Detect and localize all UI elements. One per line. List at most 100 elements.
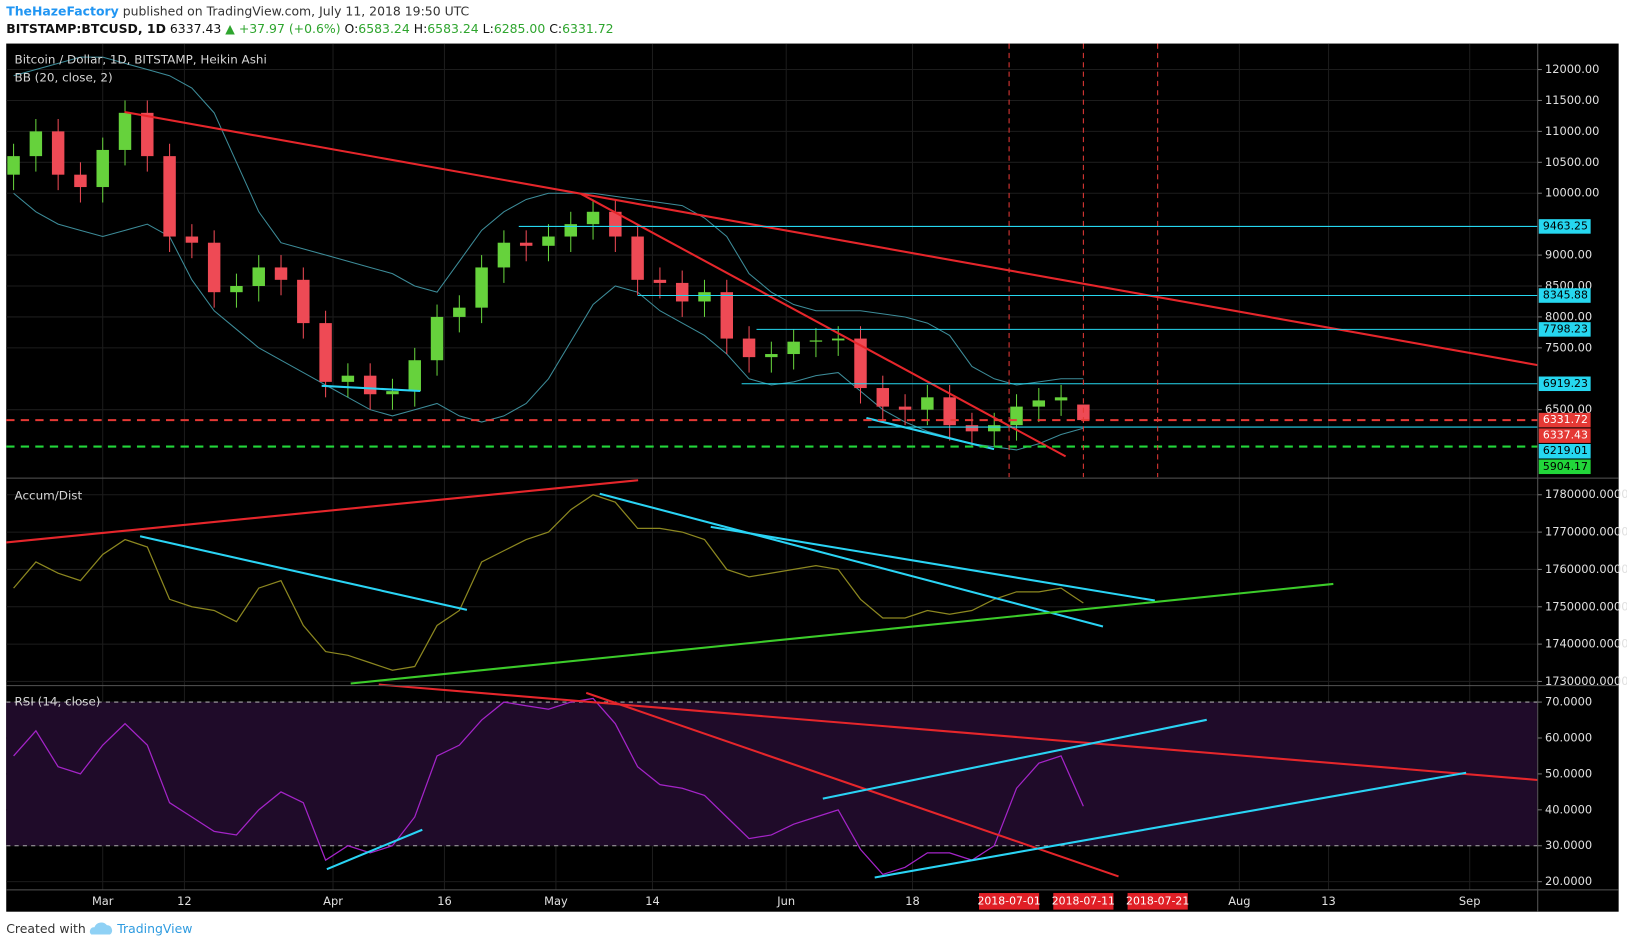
canvas: TheHazeFactory published on TradingView.… [6, 3, 1627, 936]
price-label-box [1538, 428, 1591, 443]
price-label: 6337.43 [1543, 429, 1588, 442]
y-tick-label: 20.0000 [1545, 874, 1592, 888]
logo[interactable] [89, 922, 113, 935]
candle-body [363, 375, 377, 395]
candle-body [1032, 400, 1046, 407]
x-tick-label: 12 [177, 894, 192, 908]
trend-lines [6, 110, 1538, 879]
candle-body [943, 397, 956, 426]
rsi-band [6, 702, 1538, 846]
x-tick-label: 16 [437, 894, 452, 908]
y-tick-label: 12000.00 [1545, 62, 1599, 76]
y-tick-label: 11000.00 [1545, 124, 1599, 138]
y-tick-label: 40.0000 [1545, 802, 1592, 816]
candle-body [408, 360, 421, 392]
candle-body [230, 286, 243, 293]
candle-body [386, 391, 399, 395]
pane-title: Bitcoin / Dollar, 1D, BITSTAMP, Heikin A… [15, 53, 267, 67]
candle-body [207, 242, 221, 293]
y-tick-label: 7500.00 [1545, 340, 1592, 354]
candle-body [631, 236, 644, 280]
trend-line [326, 828, 423, 871]
author[interactable]: TheHazeFactory [6, 3, 119, 18]
header-line-2: BITSTAMP:BTCUSD, 1D 6337.43 ▲ +37.97 (+0… [6, 21, 613, 36]
price-label: 6219.01 [1543, 444, 1588, 457]
y-tick-label: 10000.00 [1545, 186, 1599, 200]
y-tick-label: 60.0000 [1545, 730, 1592, 744]
symbol: BITSTAMP:BTCUSD, 1D [6, 21, 166, 36]
indicator-title: BB (20, close, 2) [15, 70, 113, 84]
candle-body [118, 112, 132, 150]
trend-line [139, 535, 468, 611]
y-tick-label: 1740000.0000 [1545, 637, 1627, 651]
ohlc-label: O: [345, 21, 359, 36]
candle-body [831, 338, 845, 341]
price-label: 6331.72 [1543, 413, 1588, 426]
y-tick-label: 10500.00 [1545, 155, 1599, 169]
ohlc-label: L: [483, 21, 494, 36]
candle-body [988, 425, 1001, 432]
trend-line [585, 691, 1119, 878]
published: published on TradingView.com, July 11, 2… [123, 3, 470, 18]
candle-body [720, 292, 734, 339]
price-label-box [1538, 412, 1591, 428]
x-tick-label: Mar [92, 894, 114, 908]
ohlc-value: 6285.00 [494, 21, 546, 36]
candle-body [430, 316, 444, 361]
y-tick-label: 11500.00 [1545, 93, 1599, 107]
candle-body [185, 236, 199, 243]
change: ▲ +37.97 (+0.6%) [225, 21, 340, 36]
candle-body [675, 282, 689, 302]
candle-body [1054, 397, 1068, 401]
trend-line [710, 525, 1156, 602]
trend-line [350, 582, 1334, 685]
candle-body [319, 323, 332, 382]
candle-body [7, 156, 20, 175]
footer-brand[interactable]: TradingView [116, 921, 192, 936]
x-tick-label: Apr [323, 894, 343, 908]
trend-line [866, 416, 995, 451]
y-tick-label: 50.0000 [1545, 766, 1592, 780]
price-label: 8345.88 [1543, 289, 1588, 302]
trend-line [321, 384, 421, 393]
candle-body [854, 338, 867, 389]
pane-title: Accum/Dist [15, 488, 83, 502]
ohlc-label: C: [549, 21, 562, 36]
ohlc-label: H: [414, 21, 428, 36]
x-tick-label: 14 [645, 894, 660, 908]
x-tick-label: Sep [1459, 894, 1481, 908]
candle-body [586, 211, 600, 225]
date-label-box [978, 893, 1040, 910]
y-tick-label: 70.0000 [1545, 695, 1592, 709]
price-label-box [1538, 322, 1591, 337]
y-tick-label: 8000.00 [1545, 309, 1592, 323]
price-label: 6919.23 [1543, 377, 1588, 390]
candle-body [765, 354, 778, 358]
last-price: 6337.43 [170, 21, 221, 36]
trend-line [6, 479, 639, 544]
date-label: 2018-07-11 [1052, 894, 1115, 907]
candle-body [519, 242, 533, 246]
marks-layer [7, 56, 1090, 876]
candle-body [965, 425, 979, 432]
candle-body [297, 279, 310, 324]
ohlc-value: 6331.72 [562, 21, 613, 36]
indicator-line [13, 697, 1084, 876]
ohlc-value: 6583.24 [358, 21, 410, 36]
date-label-box [1127, 893, 1188, 910]
price-label-box [1538, 443, 1591, 459]
candle-body [453, 307, 466, 317]
candle-body [564, 224, 577, 237]
x-tick-label: 18 [905, 894, 920, 908]
ohlc-value: 6583.24 [427, 21, 479, 36]
trend-line [599, 492, 1104, 628]
candle-body [74, 174, 87, 188]
price-label-box [1538, 376, 1591, 392]
candle-body [921, 397, 934, 410]
trend-line [874, 771, 1467, 879]
y-tick-label: 9000.00 [1545, 248, 1592, 262]
price-label-box [1538, 219, 1591, 234]
date-label: 2018-07-01 [977, 894, 1040, 907]
